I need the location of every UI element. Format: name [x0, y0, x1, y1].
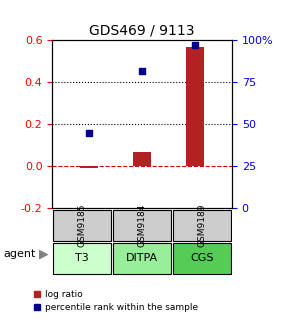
FancyBboxPatch shape	[173, 210, 231, 241]
Point	[193, 43, 197, 48]
Point	[140, 68, 144, 73]
FancyBboxPatch shape	[53, 210, 111, 241]
FancyBboxPatch shape	[113, 210, 171, 241]
Legend: log ratio, percentile rank within the sample: log ratio, percentile rank within the sa…	[34, 290, 198, 312]
Text: DITPA: DITPA	[126, 253, 158, 263]
Text: agent: agent	[3, 249, 35, 259]
FancyBboxPatch shape	[113, 243, 171, 274]
FancyBboxPatch shape	[53, 243, 111, 274]
Text: GSM9185: GSM9185	[78, 203, 87, 247]
Bar	[80, 166, 99, 168]
Bar	[133, 152, 151, 166]
Text: ▶: ▶	[39, 247, 49, 260]
Point	[87, 130, 92, 135]
Text: CGS: CGS	[190, 253, 214, 263]
Title: GDS469 / 9113: GDS469 / 9113	[89, 24, 195, 38]
Text: GSM9189: GSM9189	[197, 203, 206, 247]
Bar	[186, 47, 204, 166]
Text: T3: T3	[75, 253, 89, 263]
Text: GSM9184: GSM9184	[137, 203, 147, 247]
FancyBboxPatch shape	[173, 243, 231, 274]
